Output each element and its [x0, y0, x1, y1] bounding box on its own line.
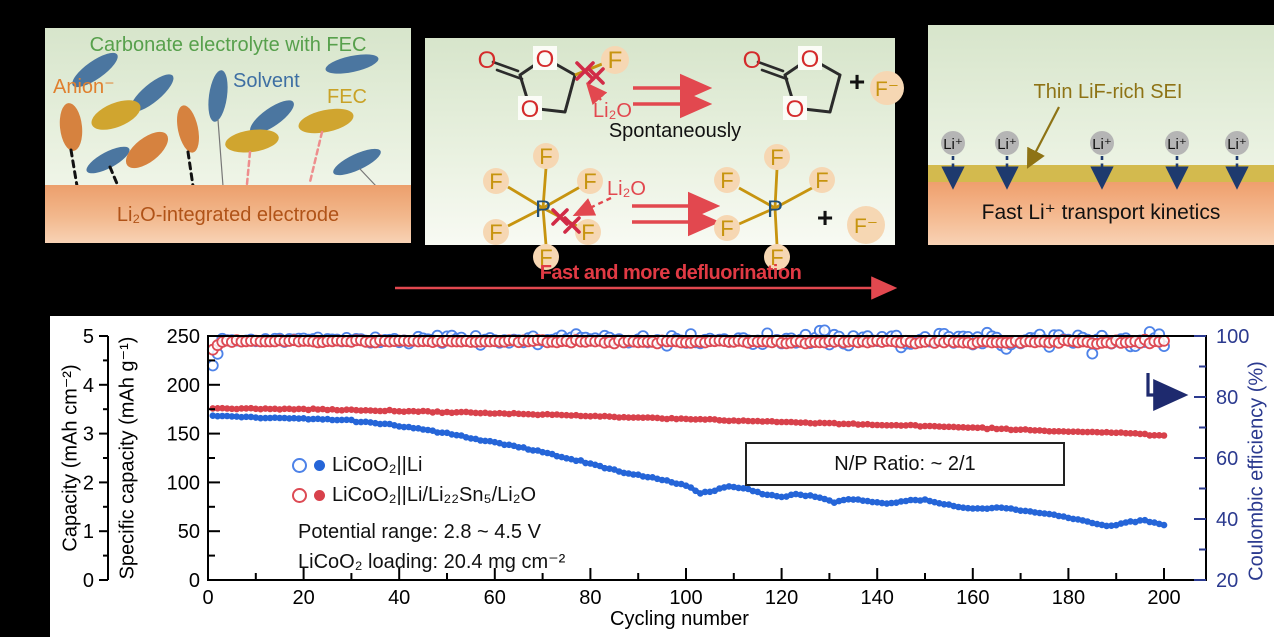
svg-text:0: 0: [202, 587, 213, 609]
li-transport-illustration: Li⁺ Li⁺ Li⁺ Li⁺ Li⁺: [941, 106, 1249, 190]
atom-f: F: [539, 144, 552, 169]
svg-text:100: 100: [1216, 326, 1249, 348]
atom-o: O: [521, 96, 540, 123]
efficiency-axis-arrow: [1146, 373, 1189, 411]
svg-text:200: 200: [1147, 587, 1180, 609]
svg-text:5: 5: [83, 326, 94, 348]
fec-label: FEC: [327, 86, 367, 108]
svg-text:250: 250: [167, 326, 200, 348]
plot-area: 0 20 40 60 80 100 120 140 160 180 2000501001502002…: [83, 324, 1250, 609]
plus-sign: +: [817, 202, 833, 233]
svg-text:100: 100: [669, 587, 702, 609]
reaction-scheme: O O O F Li₂O Spontaneously O: [478, 46, 904, 270]
legend-label: LiCoO₂||Li/Li₂₂Sn₅/Li₂O: [332, 484, 537, 506]
svg-text:150: 150: [167, 424, 200, 446]
sei-label: Thin LiF-rich SEI: [1033, 81, 1183, 103]
anion-label: Anion⁻: [53, 76, 115, 98]
svg-text:0: 0: [189, 570, 200, 592]
svg-text:120: 120: [765, 587, 798, 609]
svg-text:2: 2: [83, 472, 94, 494]
li-ion-label: Li⁺: [997, 136, 1017, 153]
legend-label: LiCoO₂||Li: [332, 454, 423, 476]
atom-p: P: [767, 196, 783, 223]
atom-f: F: [539, 245, 552, 270]
svg-text:60: 60: [484, 587, 506, 609]
li-ion-label: Li⁺: [943, 136, 963, 153]
electrode-region: [928, 182, 1274, 245]
svg-text:100: 100: [167, 472, 200, 494]
atom-f: F: [489, 169, 502, 194]
svg-text:20: 20: [292, 587, 314, 609]
plot-axes: 0 20 40 60 80 100 120 140 160 180 2000501001502002…: [83, 326, 1250, 609]
atom-o: O: [801, 46, 820, 73]
svg-text:40: 40: [1216, 509, 1238, 531]
spontaneously-label: Spontaneously: [609, 120, 741, 142]
svg-text:80: 80: [1216, 387, 1238, 409]
filled-circle-marker: [314, 460, 325, 471]
atom-f: F: [581, 220, 594, 245]
kinetics-label: Fast Li⁺ transport kinetics: [981, 201, 1221, 224]
svg-text:20: 20: [1216, 570, 1238, 592]
electrolyte-molecules-illustration: [59, 52, 381, 188]
panel-a-title: Carbonate electrolyte with FEC: [89, 34, 367, 56]
atom-f: F: [720, 168, 733, 193]
svg-text:4: 4: [83, 375, 94, 397]
x-axis-title: Cycling number: [610, 608, 749, 630]
atom-p: P: [535, 196, 551, 223]
svg-text:180: 180: [1052, 587, 1085, 609]
cycling-performance-chart: 0 20 40 60 80 100 120 140 160 180 200 0 50 100 150 200 2…: [50, 316, 1274, 637]
electrode-band: [45, 185, 411, 243]
fluoride-ion: F⁻: [875, 78, 899, 101]
potential-range-note: Potential range: 2.8 ~ 4.5 V: [298, 521, 541, 543]
legend-entry-licoo2-li: LiCoO₂||Li: [292, 454, 422, 477]
defluorination-caption: Fast and more defluorination: [539, 262, 802, 284]
atom-f: F: [583, 169, 596, 194]
efficiency-axis-title: Coulombic efficiency (%): [1245, 361, 1268, 581]
svg-text:160: 160: [956, 587, 989, 609]
svg-text:50: 50: [178, 521, 200, 543]
filled-circle-marker: [314, 490, 325, 501]
atom-f: F: [770, 145, 783, 170]
plus-sign: +: [849, 66, 865, 97]
atom-o: O: [786, 96, 805, 123]
panel-sei-schematic: Thin LiF-rich SEI Li⁺ Li⁺: [928, 25, 1274, 245]
capacity-axis-title: Capacity (mAh cm⁻²): [59, 364, 82, 552]
li2o-label: Li₂O: [607, 178, 646, 200]
li-ion-label: Li⁺: [1227, 136, 1247, 153]
open-circle-marker: [292, 488, 307, 503]
solvent-label: Solvent: [233, 70, 300, 92]
panel-defluorination-chemistry: O O O F Li₂O Spontaneously O: [425, 38, 904, 270]
atom-f: F: [815, 168, 828, 193]
atom-f: F: [489, 220, 502, 245]
electrode-label: Li₂O-integrated electrode: [116, 204, 340, 226]
atom-o: O: [478, 47, 497, 74]
panel-electrolyte-schematic: Carbonate electrolyte with FEC: [45, 28, 411, 243]
li2o-label: Li₂O: [593, 100, 632, 122]
loading-note: LiCoO₂ loading: 20.4 mg cm⁻²: [298, 551, 566, 573]
svg-text:80: 80: [579, 587, 601, 609]
svg-text:60: 60: [1216, 448, 1238, 470]
li-ion-particles: Li⁺ Li⁺ Li⁺ Li⁺ Li⁺: [941, 131, 1249, 155]
svg-text:140: 140: [861, 587, 894, 609]
atom-f: F: [770, 245, 783, 270]
specific-capacity-axis-title: Specific capacity (mAh g⁻¹): [116, 336, 139, 580]
svg-text:3: 3: [83, 424, 94, 446]
svg-text:200: 200: [167, 375, 200, 397]
li-ion-arrows: [941, 156, 1249, 190]
svg-text:1: 1: [83, 521, 94, 543]
svg-text:40: 40: [388, 587, 410, 609]
fluoride-ion: F⁻: [854, 215, 878, 238]
np-ratio-box: N/P Ratio: ~ 2/1: [745, 442, 1065, 486]
atom-o: O: [743, 47, 762, 74]
li-ion-label: Li⁺: [1092, 136, 1112, 153]
atom-o: O: [536, 46, 555, 73]
li-ion-label: Li⁺: [1167, 136, 1187, 153]
legend-entry-licoo2-li-li22sn5-li2o: LiCoO₂||Li/Li₂₂Sn₅/Li₂O: [292, 484, 536, 507]
svg-text:0: 0: [83, 570, 94, 592]
atom-f: F: [720, 216, 733, 241]
open-circle-marker: [292, 458, 307, 473]
atom-f: F: [608, 47, 623, 74]
